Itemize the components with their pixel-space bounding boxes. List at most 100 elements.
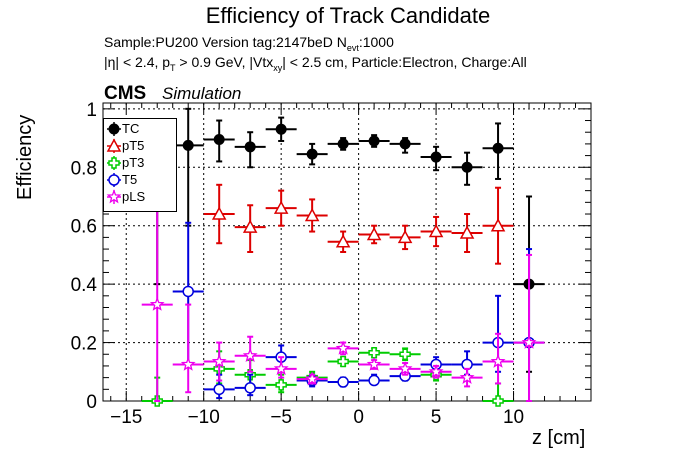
marker-shape: [244, 382, 256, 394]
legend-label: pLS: [122, 189, 146, 204]
marker-shape: [335, 234, 351, 248]
marker: [337, 355, 349, 368]
marker-shape: [459, 225, 475, 239]
marker: [275, 123, 287, 135]
legend-label: TC: [122, 121, 140, 136]
data-point-pt3: [482, 382, 514, 407]
marker: [149, 296, 165, 311]
data-point-t5: [234, 373, 266, 397]
marker: [337, 138, 349, 150]
data-point-pls: [513, 253, 545, 402]
marker: [368, 135, 380, 147]
marker: [182, 285, 194, 298]
marker: [459, 225, 475, 239]
legend-marker-shape: [106, 189, 122, 204]
y-tick-label: 0.8: [71, 158, 97, 179]
marker: [399, 138, 411, 150]
marker-shape: [242, 347, 258, 363]
x-tick-label: −10: [188, 407, 220, 428]
marker-shape: [182, 139, 194, 151]
marker-shape: [108, 157, 120, 169]
marker-shape: [149, 296, 165, 311]
data-point-pls: [420, 363, 452, 379]
legend: TC pT5 pT3 T5 pLS: [103, 118, 177, 212]
marker: [213, 134, 225, 146]
marker: [306, 148, 318, 160]
marker: [211, 206, 227, 220]
marker: [492, 142, 504, 154]
legend-marker: [107, 173, 121, 187]
data-point-pls: [265, 356, 297, 379]
marker-shape: [428, 223, 444, 238]
marker-shape: [430, 151, 442, 163]
data-point-tc: [327, 137, 359, 151]
marker: [273, 361, 289, 376]
marker-shape: [180, 356, 196, 371]
data-point-pt5: [451, 213, 483, 253]
data-point-pt5: [203, 183, 235, 245]
marker-shape: [335, 340, 351, 355]
plot-frame: [102, 102, 592, 402]
data-point-pt5: [234, 204, 266, 253]
data-point-pls: [389, 361, 421, 376]
marker-shape: [461, 161, 473, 173]
y-tick-label: 0.6: [71, 217, 97, 238]
legend-marker: [106, 138, 122, 153]
x-tick-label: −15: [110, 407, 142, 428]
marker-shape: [399, 138, 411, 150]
marker: [368, 347, 380, 359]
marker-shape: [368, 374, 380, 387]
marker-shape: [211, 353, 227, 368]
marker-shape: [428, 363, 444, 379]
marker-shape: [182, 285, 194, 298]
data-point-tc: [482, 122, 514, 180]
marker-shape: [306, 148, 318, 160]
legend-marker-shape: [106, 138, 122, 152]
y-axis-label: Efficiency: [14, 114, 36, 200]
y-tick-label: 0: [86, 392, 97, 413]
marker-shape: [368, 135, 380, 147]
marker-shape: [366, 226, 382, 241]
data-point-pt5: [420, 215, 452, 248]
marker: [397, 229, 413, 244]
marker-shape: [337, 376, 349, 388]
legend-item-tc: TC: [104, 121, 176, 137]
marker-shape: [273, 200, 289, 214]
data-point-pls: [234, 335, 266, 373]
marker-shape: [213, 134, 225, 146]
x-tick-label: 5: [431, 407, 442, 428]
x-tick-label: −5: [270, 407, 292, 428]
marker-shape: [213, 383, 225, 396]
data-point-tc: [451, 151, 483, 186]
marker: [490, 218, 506, 232]
data-point-pls: [451, 367, 483, 388]
marker: [244, 382, 256, 394]
marker-shape: [275, 123, 287, 135]
data-point-tc: [389, 137, 421, 154]
marker-shape: [108, 174, 120, 186]
x-axis-label: z [cm]: [532, 427, 586, 449]
data-point-tc: [296, 142, 328, 166]
x-tick-label: 10: [503, 407, 524, 428]
marker: [242, 347, 258, 363]
legend-marker-shape: [108, 123, 120, 135]
marker-shape: [275, 379, 287, 391]
marker: [459, 369, 475, 384]
data-layer: [141, 107, 545, 407]
marker: [180, 356, 196, 371]
marker: [399, 348, 411, 361]
data-point-tc: [358, 134, 390, 148]
marker-shape: [490, 353, 506, 368]
cms-label: CMS: [104, 83, 147, 104]
marker-shape: [368, 347, 380, 359]
marker-shape: [490, 218, 506, 232]
data-point-pt5: [389, 224, 421, 251]
legend-marker-shape: [108, 174, 120, 186]
legend-label: pT5: [122, 138, 145, 153]
marker-shape: [399, 348, 411, 361]
marker-shape: [492, 142, 504, 154]
chart-subtitle-line1: Sample:PU200 Version tag:2147beD Nevt:10…: [104, 34, 394, 53]
marker: [242, 219, 258, 233]
marker: [428, 363, 444, 379]
marker-shape: [244, 141, 256, 153]
